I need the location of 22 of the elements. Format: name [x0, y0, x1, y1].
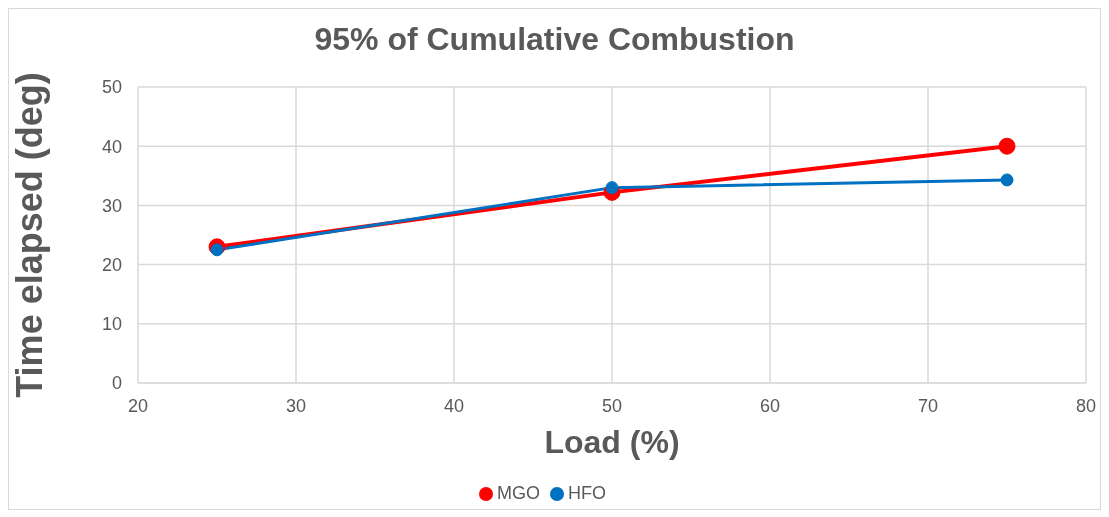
- x-tick-label: 50: [601, 395, 623, 416]
- x-tick-label: 40: [443, 395, 465, 416]
- legend-label: MGO: [497, 483, 540, 503]
- x-tick-label: 30: [285, 395, 307, 416]
- x-tick-label: 80: [1075, 395, 1097, 416]
- point: [1000, 173, 1014, 187]
- x-tick-label: 70: [917, 395, 939, 416]
- point: [605, 181, 619, 195]
- point: [998, 137, 1016, 155]
- y-tick-label: 10: [101, 314, 122, 335]
- y-tick-label: 30: [101, 195, 122, 216]
- y-tick-label: 50: [101, 77, 122, 98]
- y-tick-label: 40: [101, 136, 122, 157]
- y-tick-label: 20: [101, 254, 122, 275]
- point: [210, 243, 224, 257]
- y-tick-label: 0: [111, 373, 122, 394]
- y-axis-title: Time elapsed (deg): [8, 72, 50, 398]
- legend-label: HFO: [568, 483, 606, 503]
- x-tick-label: 60: [759, 395, 781, 416]
- chart-title: 95% of Cumulative Combustion: [313, 20, 796, 59]
- x-tick-label: 20: [127, 395, 149, 416]
- x-axis-title: Load (%): [544, 424, 680, 460]
